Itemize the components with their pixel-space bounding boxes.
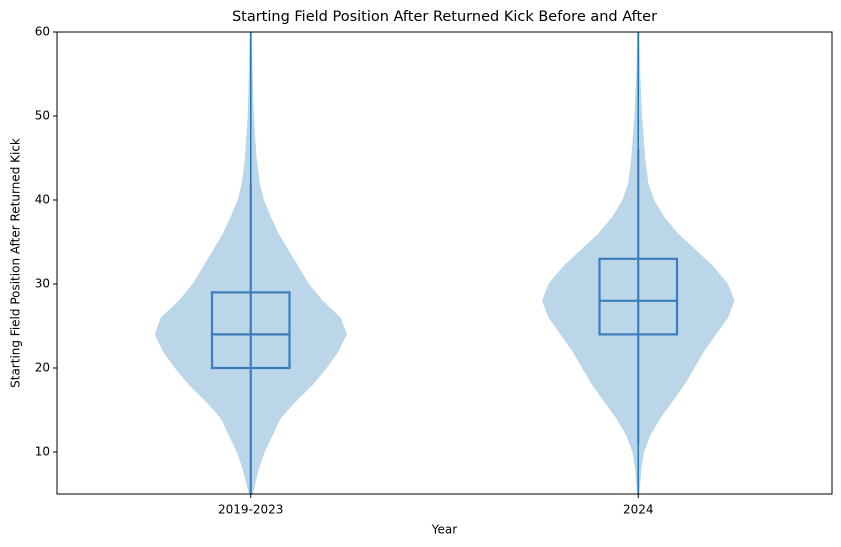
box [598, 257, 679, 336]
y-tick-label: 50 [35, 109, 50, 123]
box [210, 291, 291, 370]
y-tick-label: 30 [35, 277, 50, 291]
x-axis-label: Year [431, 523, 457, 537]
y-tick-label: 60 [35, 25, 50, 39]
axes-frame [56, 31, 833, 495]
chart-title: Starting Field Position After Returned K… [232, 9, 657, 25]
y-tick-label: 40 [35, 193, 50, 207]
y-axis-label: Starting Field Position After Returned K… [9, 138, 23, 388]
x-tick-label: 2024 [623, 503, 654, 517]
plot-area [154, 32, 735, 494]
y-tick-label: 20 [35, 361, 50, 375]
x-tick-label: 2019-2023 [218, 503, 283, 517]
y-tick-label: 10 [35, 445, 50, 459]
